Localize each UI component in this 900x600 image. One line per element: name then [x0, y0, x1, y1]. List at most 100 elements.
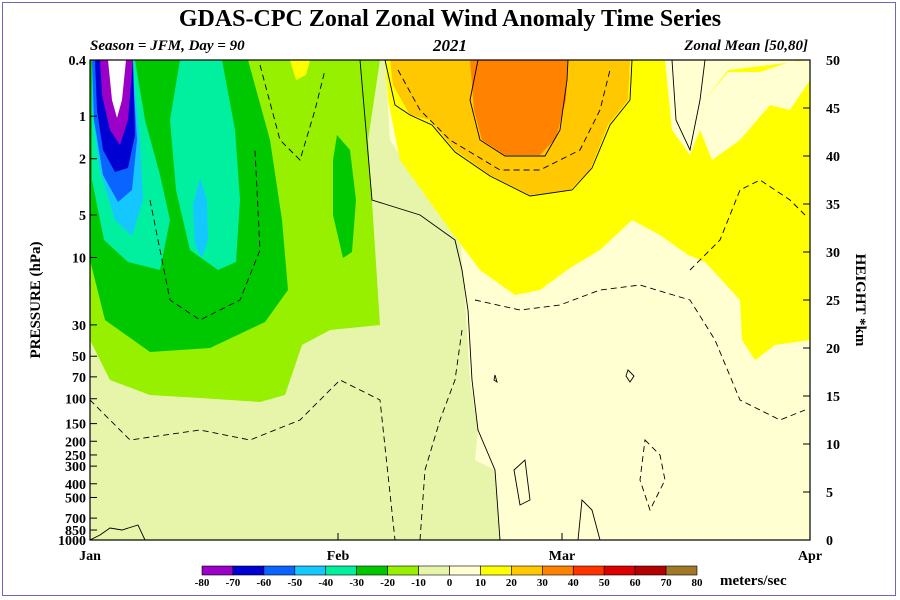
pressure-tick-label: 5 [79, 209, 86, 224]
colorbar-level-label: 80 [692, 577, 704, 589]
chart-title: GDAS-CPC Zonal Zonal Wind Anomaly Time S… [178, 6, 722, 32]
colorbar-swatch [356, 565, 388, 576]
height-tick-label: 0 [826, 534, 833, 549]
contour-dashed-h [259, 64, 326, 161]
colorbar-level-label: 70 [661, 577, 673, 589]
colorbar-swatch [294, 565, 327, 576]
season-label: Season = JFM, Day = 90 [90, 38, 245, 54]
pressure-tick-label: 500 [65, 491, 86, 506]
colorbar-swatch [325, 565, 357, 576]
contour-dashed-c [474, 284, 806, 421]
height-tick-label: 5 [826, 486, 833, 501]
pressure-tick-label: 10 [72, 251, 86, 266]
contour-zero-line [359, 60, 501, 540]
contour-dashed-e [689, 179, 806, 271]
height-tick-label: 10 [826, 438, 840, 453]
colorbar-swatch [542, 565, 574, 576]
colorbar-level-label: -20 [380, 577, 395, 589]
colorbar-level-label: -80 [195, 577, 210, 589]
colorbar-level-label: -60 [257, 577, 272, 589]
pressure-tick-label: 2 [79, 153, 86, 168]
colorbar-swatch [449, 565, 481, 576]
colorbar-swatch [232, 565, 265, 576]
pressure-tick-label: 1000 [58, 534, 86, 549]
contour-solid-h [671, 60, 706, 152]
colorbar-swatch [201, 565, 234, 576]
pressure-tick-label: 50 [72, 350, 86, 365]
contour-solid-i [469, 60, 569, 157]
colorbar-level-label: -40 [318, 577, 333, 589]
height-tick-label: 15 [826, 390, 840, 405]
field-10-20-b [290, 60, 310, 80]
contour-solid-c [577, 499, 601, 540]
height-tick-label: 25 [826, 294, 840, 309]
contour-solid-g [625, 369, 635, 383]
contour-solid-d [513, 459, 531, 506]
contour-dashed-a [90, 379, 396, 540]
colorbar-swatch [387, 565, 419, 576]
field-neg30-neg20-b [333, 135, 356, 258]
pressure-tick-label: 400 [65, 478, 86, 493]
colorbar-swatch [511, 565, 543, 576]
zonal-mean-label: Zonal Mean [50,80] [684, 38, 808, 54]
pressure-tick-label: 100 [65, 393, 86, 408]
height-axis: 0 5 10 15 20 25 30 35 40 45 50 [803, 54, 840, 549]
year-label: 2021 [433, 36, 467, 55]
contour-solid-f [493, 374, 498, 384]
colorbar-level-label: 0 [447, 577, 453, 589]
field-30-40 [470, 60, 568, 155]
contour-dashed-b [419, 329, 463, 540]
pressure-tick-label: 30 [72, 319, 86, 334]
pressure-tick-label: 1 [79, 110, 86, 125]
colorbar-swatch [603, 565, 636, 576]
pressure-tick-label: 850 [65, 524, 86, 539]
colorbar-level-label: -70 [226, 577, 241, 589]
colorbar-level-label: 40 [568, 577, 580, 589]
height-tick-label: 35 [826, 198, 840, 213]
contour-solid-e [90, 524, 146, 540]
colorbar-swatch [480, 565, 512, 576]
field-core-white [108, 60, 126, 118]
colorbar-swatch [572, 565, 605, 576]
pressure-tick-label: 0.4 [69, 54, 87, 69]
time-tick-label: Feb [327, 549, 350, 564]
height-tick-label: 40 [826, 150, 840, 165]
colorbar-level-label: -30 [349, 577, 364, 589]
height-tick-label: 30 [826, 246, 840, 261]
contour-dashed-g [149, 149, 261, 321]
field-neg50-neg40-b [193, 178, 208, 258]
colorbar-swatch [263, 565, 296, 576]
colorbar-level-label: 10 [475, 577, 487, 589]
contour-lines [90, 60, 806, 540]
colorbar-swatch [634, 565, 667, 576]
colorbar-level-label: -50 [287, 577, 302, 589]
time-tick-label: Apr [798, 549, 822, 564]
time-axis: Jan Feb Mar Apr [79, 533, 822, 564]
height-tick-label: 20 [826, 342, 840, 357]
y-axis-label-left: PRESSURE (hPa) [28, 241, 44, 358]
y-axis-label-right: HEIGHT *km [852, 254, 868, 347]
contour-field [90, 60, 810, 540]
colorbar-units: meters/sec [720, 573, 787, 589]
colorbar-swatch [418, 565, 450, 576]
colorbar-level-label: -10 [411, 577, 426, 589]
colorbar: -80 -70 -60 -50 -40 -30 -20 -10 0 10 20 30 40 50 60 70 8… [195, 565, 704, 589]
pressure-tick-label: 700 [65, 512, 86, 527]
contour-dashed-f [397, 69, 611, 171]
contour-solid-j [384, 60, 633, 197]
field-0-10-b [700, 60, 810, 160]
colorbar-level-label: 50 [599, 577, 611, 589]
pressure-tick-label: 200 [65, 435, 86, 450]
colorbar-level-label: 60 [630, 577, 642, 589]
pressure-tick-label: 70 [72, 371, 86, 386]
height-tick-label: 50 [826, 54, 840, 69]
pressure-tick-label: 300 [65, 460, 86, 475]
time-tick-label: Jan [79, 549, 101, 564]
contour-dashed-d [639, 439, 666, 512]
height-tick-label: 45 [826, 102, 840, 117]
time-tick-label: Mar [549, 549, 575, 564]
colorbar-level-label: 20 [506, 577, 518, 589]
